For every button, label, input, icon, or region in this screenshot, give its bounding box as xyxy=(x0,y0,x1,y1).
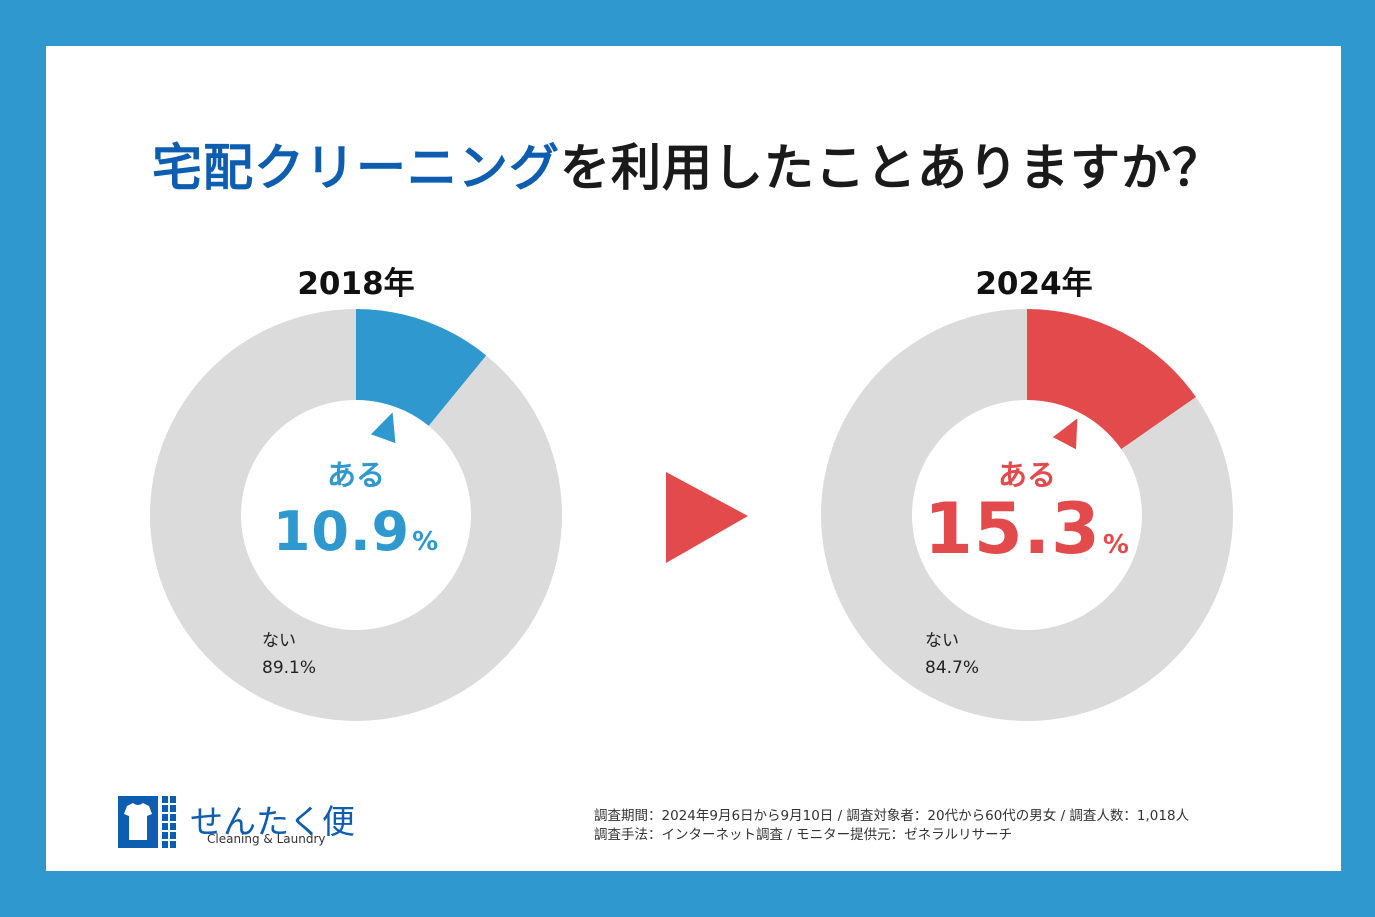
chart-2024-highlight-number: 15.3 xyxy=(924,488,1101,570)
page-title: 宅配クリーニングを利用したことありますか？ xyxy=(0,128,1375,200)
chart-2024-title: 2024年 xyxy=(975,266,1093,302)
chart-2018-slice-yes xyxy=(356,309,487,426)
survey-notes: 調査期間：2024年9月6日から9月10日 / 調査対象者：20代から60代の男… xyxy=(594,807,1189,845)
chart-2018-highlight-label: ある xyxy=(326,458,385,492)
content-card xyxy=(46,46,1341,871)
chart-2018-highlight-unit: % xyxy=(412,527,440,557)
chart-2024-highlight-value: 15.3% xyxy=(907,488,1147,570)
chart-2018-other-value: 89.1% xyxy=(262,658,317,678)
survey-notes-line1: 調査期間：2024年9月6日から9月10日 / 調査対象者：20代から60代の男… xyxy=(594,808,1190,824)
chart-2024-pointer-icon xyxy=(1052,418,1078,450)
title-highlight: 宅配クリーニング xyxy=(152,139,560,197)
chart-2024-slice-yes xyxy=(1027,309,1196,450)
chart-2018-other: ない 89.1% xyxy=(262,628,316,682)
chart-2018-highlight-value: 10.9% xyxy=(236,500,476,563)
chart-2024-other: ない 84.7% xyxy=(925,628,979,682)
chart-2018-other-label: ない xyxy=(262,631,296,651)
chart-2024-slice-no xyxy=(821,309,1233,721)
chart-2024-highlight-label: ある xyxy=(997,458,1056,492)
logo-name: せんたく便 xyxy=(190,802,355,841)
chart-2018-highlight-number: 10.9 xyxy=(272,500,411,563)
logo-subtitle: Cleaning & Laundry xyxy=(207,832,326,846)
play-arrow-icon xyxy=(666,472,748,563)
chart-2024-highlight-unit: % xyxy=(1102,530,1130,560)
chart-2018-pointer-icon xyxy=(370,412,396,444)
title-rest: を利用したことありますか？ xyxy=(560,139,1223,197)
chart-2024-other-value: 84.7% xyxy=(925,658,980,678)
survey-notes-line2: 調査手法：インターネット調査 / モニター提供元：ゼネラルリサーチ xyxy=(594,827,1013,843)
chart-2018-slice-no xyxy=(149,309,563,721)
chart-2024-other-label: ない xyxy=(925,631,959,651)
shirt-icon xyxy=(118,796,176,848)
chart-2018-title: 2018年 xyxy=(297,266,415,302)
